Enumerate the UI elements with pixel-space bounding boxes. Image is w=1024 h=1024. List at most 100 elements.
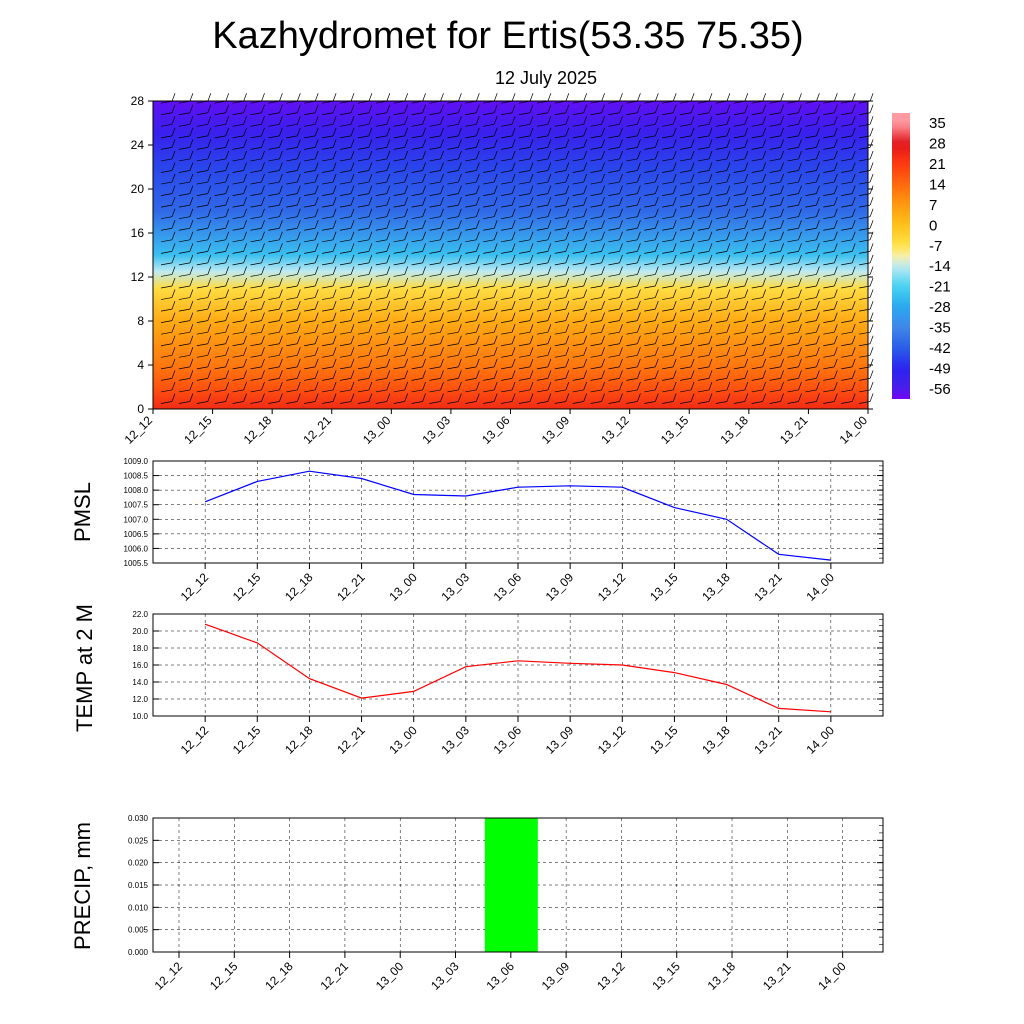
wind-barb [697,393,713,404]
wind-barb [501,231,516,243]
wind-barb [357,312,373,323]
wind-barb [160,312,176,323]
wind-barb [733,104,749,116]
x-tick-label: 12_12 [178,570,212,604]
wind-barb [590,312,605,323]
wind-barb [232,277,247,289]
wind-barb [572,324,588,335]
wind-barb [196,358,212,370]
colorbar-label: -42 [929,340,951,357]
wind-barb [644,347,659,358]
wind-barb [769,370,784,381]
precip-bars [484,818,538,952]
colorbar-label: -49 [929,360,951,377]
wind-barb [787,116,802,127]
wind-barb [626,266,641,277]
wind-barb [823,312,838,323]
wind-barb [697,254,713,266]
wind-barb [662,347,677,358]
wind-barb [160,127,176,139]
wind-barb [357,162,373,173]
wind-barb [375,347,391,358]
wind-barb [626,335,641,347]
wind-barb [411,266,426,277]
wind-barb [536,335,552,347]
wind-barb [590,300,605,312]
wind-barb [483,208,498,220]
wind-barb [536,393,552,404]
wind-barb [626,324,641,335]
wind-barbs [160,93,874,404]
wind-barb [644,127,659,139]
wind-barb [626,243,641,254]
wind-barb [715,231,731,243]
wind-barb [393,197,409,208]
wind-barb [662,150,677,162]
wind-barb [393,335,409,347]
wind-barb [339,220,355,231]
wind-barb [357,289,373,300]
x-tick-label: 12_12 [122,413,156,447]
wind-barb [787,358,802,370]
wind-barb [357,347,373,358]
wind-barb [286,150,301,162]
wind-barb [160,220,176,231]
wind-barb [572,231,588,243]
wind-barb [429,358,444,370]
wind-barb [250,277,265,289]
y-tick-label: 20 [131,182,145,196]
wind-barb [393,150,409,162]
wind-barb [572,173,588,185]
wind-barb [178,150,194,162]
wind-barb [769,173,784,185]
wind-barb [572,162,588,173]
wind-barb [626,173,641,185]
wind-barb [626,347,641,358]
wind-barb [322,300,337,312]
wind-barb [572,139,588,150]
wind-barb [787,300,802,312]
wind-barb [501,150,516,162]
wind-barb [178,197,194,208]
wind-barb [322,266,337,277]
wind-barb [214,393,230,404]
wind-barb [697,266,713,277]
wind-barb [304,127,319,139]
wind-barb [626,370,641,381]
colorbar-label: -21 [929,279,951,296]
wind-barb [411,104,426,116]
wind-barb [769,266,784,277]
wind-barb [429,127,444,139]
wind-barb [715,324,731,335]
wind-barb [447,93,462,104]
wind-barb [196,266,212,277]
colorbar-labels: 35 28 21 14 7 0 -7 -14 -21 -28 -35 -42 -49 -56 [929,115,951,398]
wind-barb [841,335,856,347]
wind-barb [787,93,802,104]
wind-barb [536,127,552,139]
wind-barb [339,127,355,139]
wind-barb [608,93,623,104]
wind-barb [518,185,534,196]
wind-barb [518,104,534,116]
wind-barb [733,116,749,127]
wind-barb [572,347,588,358]
wind-barb [787,173,802,185]
wind-barb [196,381,212,393]
wind-barb [590,347,605,358]
x-tick-label: 13_18 [705,959,739,993]
wind-barb [483,277,498,289]
wind-barb [375,208,391,220]
wind-barb [536,358,552,370]
wind-barb [232,139,247,150]
wind-barb [447,312,462,323]
wind-barb [483,116,498,127]
wind-barb [518,127,534,139]
wind-barb [357,393,373,404]
wind-barb [536,312,552,323]
wind-barb [286,93,301,104]
wind-barb [805,277,820,289]
wind-barb [680,335,695,347]
wind-barb [590,381,605,393]
